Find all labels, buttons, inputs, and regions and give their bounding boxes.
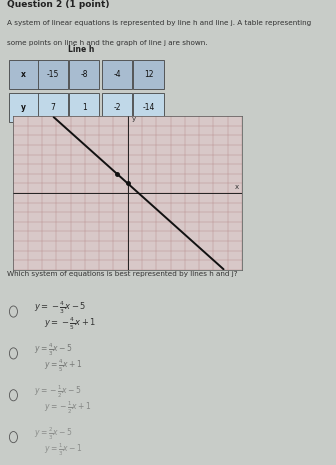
- Bar: [102, 93, 132, 122]
- Bar: [38, 93, 68, 122]
- Text: -4: -4: [114, 70, 121, 79]
- Text: x: x: [21, 70, 26, 79]
- Text: $y = -\frac{4}{5}x + 1$: $y = -\frac{4}{5}x + 1$: [44, 316, 96, 332]
- Text: Line h: Line h: [68, 46, 94, 54]
- Text: Which system of equations is best represented by lines h and j?: Which system of equations is best repres…: [7, 272, 237, 277]
- Text: x: x: [235, 184, 239, 190]
- Text: $y = \frac{2}{3}x - 5$: $y = \frac{2}{3}x - 5$: [34, 426, 72, 442]
- Text: y: y: [132, 116, 136, 122]
- Text: Question 2 (1 point): Question 2 (1 point): [7, 0, 109, 9]
- Bar: [9, 93, 39, 122]
- Text: -15: -15: [47, 70, 59, 79]
- Bar: [69, 93, 99, 122]
- Text: some points on line h and the graph of line j are shown.: some points on line h and the graph of l…: [7, 40, 207, 46]
- Text: $y = \frac{1}{3}x - 1$: $y = \frac{1}{3}x - 1$: [44, 442, 82, 458]
- Text: $y = -\frac{1}{2}x + 1$: $y = -\frac{1}{2}x + 1$: [44, 400, 91, 416]
- Text: -14: -14: [142, 103, 155, 112]
- Text: $y = \frac{4}{5}x + 1$: $y = \frac{4}{5}x + 1$: [44, 358, 82, 374]
- Text: 1: 1: [82, 103, 87, 112]
- Text: y: y: [21, 103, 26, 112]
- Text: -2: -2: [114, 103, 121, 112]
- Bar: [133, 93, 164, 122]
- Bar: [133, 60, 164, 89]
- Bar: [69, 60, 99, 89]
- Text: $y = \frac{4}{3}x - 5$: $y = \frac{4}{3}x - 5$: [34, 342, 72, 358]
- Text: 7: 7: [50, 103, 55, 112]
- Bar: [102, 60, 132, 89]
- Text: 12: 12: [144, 70, 153, 79]
- Text: $y = -\frac{1}{2}x - 5$: $y = -\frac{1}{2}x - 5$: [34, 384, 81, 400]
- Bar: [38, 60, 68, 89]
- Text: A system of linear equations is represented by line h and line j. A table repres: A system of linear equations is represen…: [7, 20, 311, 26]
- Text: -8: -8: [80, 70, 88, 79]
- Text: $y = -\frac{4}{3}x - 5$: $y = -\frac{4}{3}x - 5$: [34, 300, 86, 317]
- Bar: [9, 60, 39, 89]
